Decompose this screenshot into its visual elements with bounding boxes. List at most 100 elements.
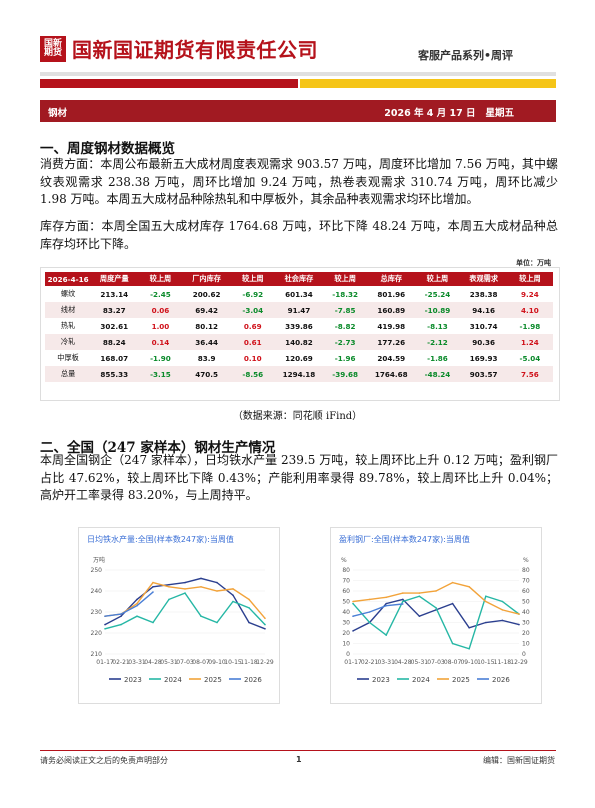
data-point-2023 (248, 621, 250, 624)
consumption-paragraph: 消费方面：本周公布最新五大成材周度表观需求 903.57 万吨，周度环比增加 7… (40, 157, 558, 206)
data-point-2023 (468, 626, 470, 629)
table-cell: 310.74 (469, 321, 498, 331)
table-cell: 177.26 (368, 334, 415, 350)
data-point-2023 (352, 630, 354, 632)
x-tick-label: 07-03 (176, 659, 194, 666)
row-label: 线材 (45, 302, 92, 318)
legend-label-2026: 2026 (244, 676, 262, 684)
company-name: 国新国证期货有限责任公司 (72, 38, 318, 62)
x-tick-label: 11-18 (494, 659, 512, 666)
y-tick-label: 10 (342, 641, 350, 648)
chart-profit-title: 盈利钢厂:全国(样本数247家):当周值 (339, 535, 470, 544)
table-cell: 168.07 (100, 353, 129, 363)
table-cell: 801.96 (377, 289, 406, 299)
legend-label-2025: 2025 (452, 676, 470, 684)
data-point-2024 (264, 623, 266, 626)
data-point-2024 (418, 595, 421, 598)
x-tick-label: 03-31 (128, 659, 146, 666)
legend-label-2025: 2025 (204, 676, 222, 684)
y-unit-label: 万吨 (93, 556, 105, 564)
legend-label-2024: 2024 (412, 676, 430, 684)
header-gold-band (300, 79, 556, 88)
data-point-2025 (168, 586, 170, 588)
x-tick-label: 08-07 (444, 659, 462, 666)
steel-data-table: 2026-4-16 周度产量 较上周 厂内库存 较上周 社会库存 较上周 总库存 较上周 表观需求… (45, 272, 553, 382)
data-point-2024 (352, 602, 354, 605)
table-row: 总量 855.33 -3.15 470.5 -8.56 1294.18 -39.68 1764… (45, 366, 553, 382)
data-point-2025 (435, 590, 437, 592)
table-header-cell: 较上周 (414, 272, 461, 286)
data-point-2023 (152, 586, 154, 588)
table-header-cell: 周度产量 (91, 272, 138, 286)
table-row: 热轧 302.61 1.00 80.12 0.69 339.86 -8.82 419.98 -8… (45, 318, 553, 334)
table-cell: 9.24 (520, 289, 539, 299)
data-point-2023 (120, 615, 122, 617)
data-point-2025 (402, 592, 404, 594)
table-cell: 4.10 (506, 302, 553, 318)
table-cell: -7.85 (322, 302, 369, 318)
table-cell: 1764.68 (368, 366, 415, 382)
legend-label-2024: 2024 (164, 676, 182, 684)
data-point-2024 (451, 642, 454, 645)
data-point-2025 (232, 588, 234, 590)
table-cell: -2.12 (414, 334, 461, 350)
row-label: 冷轧 (45, 334, 92, 350)
y-tick-label: 0 (346, 651, 350, 658)
data-point-2024 (435, 607, 437, 609)
data-point-2024 (368, 621, 371, 624)
y-unit-label: % (341, 557, 347, 564)
data-point-2025 (518, 613, 520, 615)
data-point-2024 (200, 615, 202, 617)
data-point-2023 (501, 619, 504, 622)
table-row: 冷轧 88.24 0.14 36.44 0.61 140.82 -2.73 177.26 -2.… (45, 334, 553, 350)
table-header-cell: 社会库存 (275, 272, 323, 286)
data-point-2023 (216, 581, 218, 584)
data-point-2023 (200, 577, 202, 580)
weekday-text: 星期五 (485, 108, 514, 119)
y-tick-label: 240 (91, 588, 103, 595)
x-tick-label: 02-21 (112, 659, 130, 666)
series-line-2026 (352, 603, 403, 617)
data-point-2025 (184, 588, 186, 590)
data-point-2023 (104, 623, 106, 626)
x-tick-label: 04-28 (394, 659, 412, 666)
data-point-2023 (264, 628, 266, 630)
chart-iron-svg: 万吨 210 220 230 240 250 01-1702-2103-3104-2805-… (91, 556, 274, 684)
table-row: 线材 83.27 0.06 69.42 -3.04 91.47 -7.85 160.89 -10… (45, 302, 553, 318)
data-point-2024 (385, 634, 387, 636)
editor-note: 编辑：国新国证期货 (483, 756, 555, 765)
header-rule (40, 72, 556, 76)
table-cell: 419.98 (377, 321, 406, 331)
data-point-2025 (368, 598, 371, 601)
data-point-2025 (136, 602, 138, 605)
table-cell: -6.92 (242, 289, 264, 299)
data-point-2024 (232, 600, 234, 603)
data-point-2026 (368, 611, 371, 613)
series-line-2026 (104, 591, 154, 617)
table-body: 螺纹 213.14 -2.45 200.62 -6.92 601.34 -18.32 801.… (45, 286, 553, 382)
x-tick-label: 02-21 (361, 659, 379, 666)
table-cell: 1294.18 (275, 366, 323, 382)
data-point-2023 (518, 623, 520, 626)
data-point-2024 (485, 595, 487, 598)
row-label: 中厚板 (57, 353, 79, 362)
data-source: （数据来源：同花顺 iFind） (232, 411, 363, 422)
series-line-2023 (352, 598, 520, 632)
table-cell: 302.61 (100, 321, 129, 331)
series-line-2025 (104, 581, 266, 619)
x-tick-label: 12-29 (256, 659, 274, 666)
data-point-2024 (120, 623, 122, 626)
section1-heading: 一、周度钢材数据概览 (40, 141, 175, 157)
table-row: 中厚板 168.07 -1.90 83.9 0.10 120.69 -1.96 204.59 -… (45, 350, 553, 366)
table-cell: 88.24 (91, 334, 138, 350)
report-series: 客服产品系列•周评 (418, 49, 514, 62)
table-cell: 204.59 (377, 353, 406, 363)
x-tick-label: 01-17 (96, 659, 114, 666)
table-cell: -8.13 (427, 321, 448, 331)
x-tick-label: 05-31 (160, 659, 178, 666)
data-point-2024 (468, 647, 470, 650)
data-point-2026 (136, 604, 138, 607)
data-point-2026 (120, 613, 122, 615)
row-label: 热轧 (60, 321, 76, 330)
data-point-2026 (104, 615, 106, 617)
